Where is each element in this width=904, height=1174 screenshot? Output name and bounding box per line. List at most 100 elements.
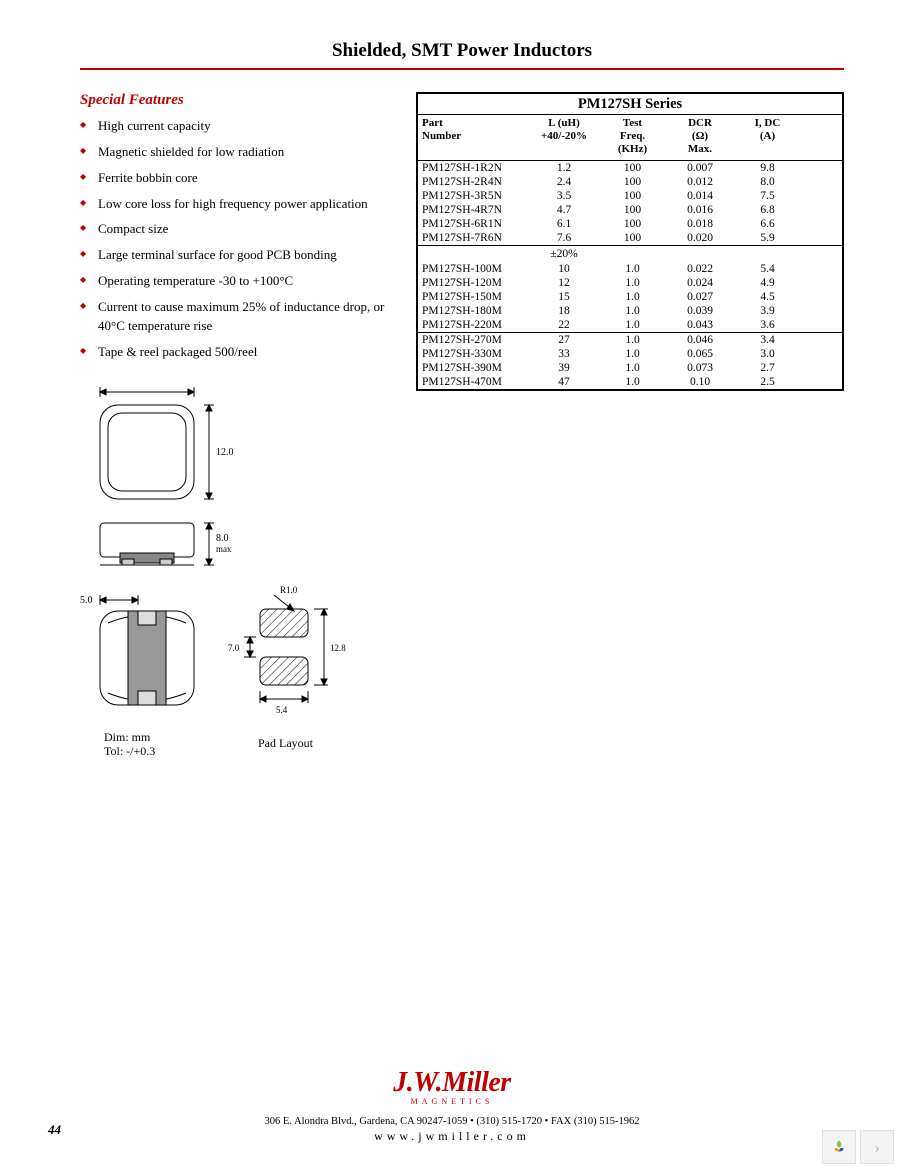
- table-row: PM127SH-7R6N7.61000.0205.9: [418, 231, 842, 245]
- table-row: PM127SH-4R7N4.71000.0166.8: [418, 203, 842, 217]
- chevron-right-icon: ›: [874, 1137, 880, 1158]
- page-number: 44: [48, 1122, 61, 1138]
- cell-idc: 8.0: [735, 175, 800, 189]
- cell-dcr: 0.065: [665, 347, 735, 361]
- table-row: PM127SH-3R5N3.51000.0147.5: [418, 189, 842, 203]
- feature-item: Compact size: [80, 220, 390, 239]
- cell-idc: 7.5: [735, 189, 800, 203]
- title-rule: [80, 68, 844, 70]
- cell-freq: 1.0: [600, 361, 665, 375]
- cell-dcr: 0.012: [665, 175, 735, 189]
- cell-freq: 1.0: [600, 262, 665, 276]
- dim-unit-label: Dim: mm: [104, 730, 151, 744]
- cell-idc: 3.0: [735, 347, 800, 361]
- page-title: Shielded, SMT Power Inductors: [80, 40, 844, 62]
- cell-part: PM127SH-1R2N: [418, 161, 528, 175]
- next-page-button[interactable]: ›: [860, 1130, 894, 1164]
- cell-part: PM127SH-120M: [418, 276, 528, 290]
- table-row: PM127SH-470M471.00.102.5: [418, 375, 842, 389]
- cell-freq: 1.0: [600, 347, 665, 361]
- table-title: PM127SH Series: [418, 94, 842, 115]
- cell-freq: 1.0: [600, 333, 665, 347]
- tolerance-value: ±20%: [528, 246, 600, 262]
- footer-url: www.jwmiller.com: [0, 1129, 904, 1144]
- dim-side-h: 8.0: [216, 533, 229, 544]
- th-dcr: DCR(Ω)Max.: [665, 115, 735, 160]
- cell-l: 1.2: [528, 161, 600, 175]
- feature-item: Current to cause maximum 25% of inductan…: [80, 298, 390, 336]
- cell-freq: 100: [600, 189, 665, 203]
- logo: J.W.Miller: [0, 1067, 904, 1099]
- cell-idc: 5.9: [735, 231, 800, 245]
- cell-dcr: 0.020: [665, 231, 735, 245]
- cell-idc: 6.6: [735, 217, 800, 231]
- feature-item: Tape & reel packaged 500/reel: [80, 343, 390, 362]
- tolerance-row: ±20%: [418, 245, 842, 262]
- cell-part: PM127SH-2R4N: [418, 175, 528, 189]
- table-row: PM127SH-150M151.00.0274.5: [418, 290, 842, 304]
- footer-address: 306 E. Alondra Blvd., Gardena, CA 90247-…: [0, 1116, 904, 1127]
- dim-bottom-w: 5.0: [80, 595, 93, 606]
- mechanical-drawings: 12.0 12.0: [80, 385, 390, 770]
- cell-part: PM127SH-7R6N: [418, 231, 528, 245]
- cell-idc: 2.5: [735, 375, 800, 389]
- viewer-logo-button[interactable]: [822, 1130, 856, 1164]
- cell-freq: 100: [600, 203, 665, 217]
- dim-side-note: max: [216, 544, 232, 554]
- cell-idc: 2.7: [735, 361, 800, 375]
- dim-tol-label: Tol: -/+0.3: [104, 744, 155, 758]
- cell-l: 15: [528, 290, 600, 304]
- pad-layout-label: Pad Layout: [258, 736, 314, 750]
- viewer-overlay: ›: [822, 1130, 894, 1164]
- table-row: PM127SH-390M391.00.0732.7: [418, 361, 842, 375]
- cell-l: 2.4: [528, 175, 600, 189]
- cell-part: PM127SH-330M: [418, 347, 528, 361]
- cell-dcr: 0.073: [665, 361, 735, 375]
- cell-idc: 4.9: [735, 276, 800, 290]
- dim-pad-gap: 7.0: [228, 643, 240, 653]
- cell-freq: 100: [600, 161, 665, 175]
- features-list: High current capacity Magnetic shielded …: [80, 117, 390, 361]
- feature-item: Magnetic shielded for low radiation: [80, 143, 390, 162]
- th-l: L (uH)+40/-20%: [528, 115, 600, 160]
- cell-dcr: 0.016: [665, 203, 735, 217]
- table-body: PM127SH-1R2N1.21000.0079.8PM127SH-2R4N2.…: [418, 161, 842, 389]
- feature-item: Low core loss for high frequency power a…: [80, 195, 390, 214]
- cell-l: 3.5: [528, 189, 600, 203]
- cell-part: PM127SH-3R5N: [418, 189, 528, 203]
- cell-part: PM127SH-270M: [418, 333, 528, 347]
- cell-idc: 5.4: [735, 262, 800, 276]
- cell-l: 12: [528, 276, 600, 290]
- cell-dcr: 0.10: [665, 375, 735, 389]
- cell-freq: 100: [600, 217, 665, 231]
- th-idc: I, DC(A): [735, 115, 800, 160]
- cell-dcr: 0.018: [665, 217, 735, 231]
- table-row: PM127SH-220M221.00.0433.6: [418, 318, 842, 332]
- cell-dcr: 0.039: [665, 304, 735, 318]
- feature-item: Large terminal surface for good PCB bond…: [80, 246, 390, 265]
- table-row: PM127SH-180M181.00.0393.9: [418, 304, 842, 318]
- cell-part: PM127SH-4R7N: [418, 203, 528, 217]
- dim-top-w: 12.0: [135, 385, 153, 388]
- cell-idc: 3.6: [735, 318, 800, 332]
- feature-item: High current capacity: [80, 117, 390, 136]
- dim-pad-r: R1.0: [280, 585, 298, 595]
- cell-freq: 100: [600, 231, 665, 245]
- cell-part: PM127SH-470M: [418, 375, 528, 389]
- cell-freq: 1.0: [600, 276, 665, 290]
- cell-part: PM127SH-180M: [418, 304, 528, 318]
- table-row: PM127SH-330M331.00.0653.0: [418, 347, 842, 361]
- cell-l: 10: [528, 262, 600, 276]
- cell-dcr: 0.022: [665, 262, 735, 276]
- table-row: PM127SH-1R2N1.21000.0079.8: [418, 161, 842, 175]
- table-header-row: PartNumber L (uH)+40/-20% TestFreq.(KHz)…: [418, 115, 842, 161]
- cell-freq: 1.0: [600, 318, 665, 332]
- footer: J.W.Miller MAGNETICS 306 E. Alondra Blvd…: [0, 1067, 904, 1144]
- cell-l: 33: [528, 347, 600, 361]
- cell-idc: 3.9: [735, 304, 800, 318]
- table-row: PM127SH-120M121.00.0244.9: [418, 276, 842, 290]
- cell-l: 6.1: [528, 217, 600, 231]
- cell-part: PM127SH-220M: [418, 318, 528, 332]
- cell-idc: 9.8: [735, 161, 800, 175]
- cell-idc: 3.4: [735, 333, 800, 347]
